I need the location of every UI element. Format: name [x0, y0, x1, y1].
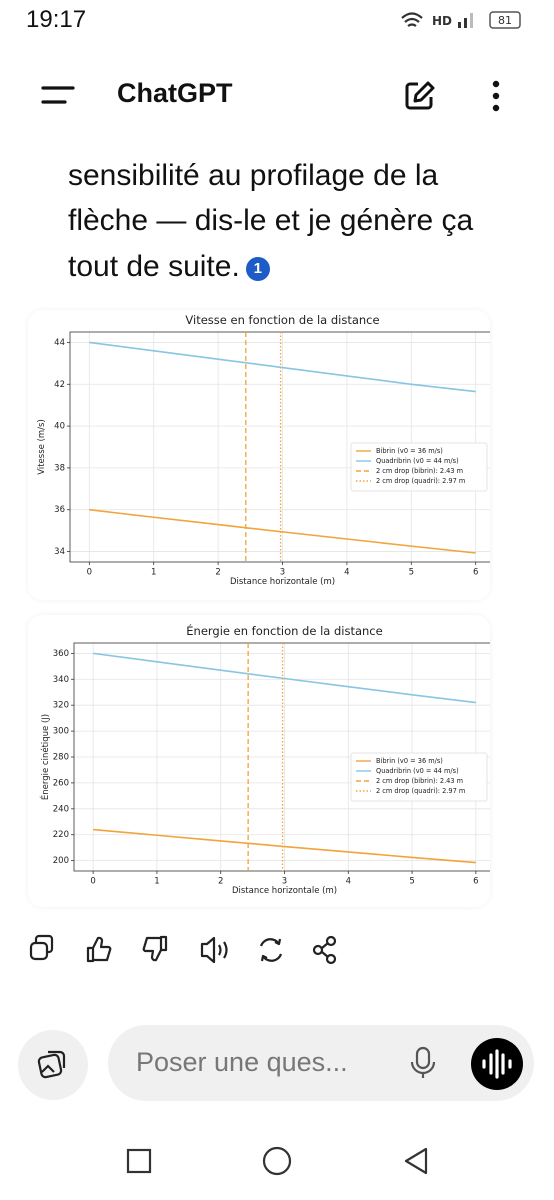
- x-tick-label: 3: [282, 877, 287, 887]
- read-aloud-button[interactable]: [200, 936, 228, 964]
- y-tick-label: 320: [53, 701, 69, 711]
- legend-label: Bibrin (v0 = 36 m/s): [376, 757, 443, 765]
- status-time: 19:17: [26, 6, 87, 33]
- message-text: tout de suite.: [68, 250, 240, 283]
- y-tick-label: 360: [53, 649, 69, 659]
- copy-button[interactable]: [29, 934, 54, 961]
- y-tick-label: 240: [53, 804, 69, 814]
- x-tick-label: 0: [90, 877, 95, 887]
- y-tick-label: 40: [54, 422, 65, 432]
- legend-label: Bibrin (v0 = 36 m/s): [376, 447, 443, 455]
- regenerate-button[interactable]: [259, 938, 283, 962]
- data-line: [89, 341, 476, 393]
- data-line: [89, 508, 476, 554]
- plot-frame: [73, 642, 490, 872]
- x-tick-label: 4: [346, 877, 351, 887]
- status-battery: 81: [498, 14, 512, 27]
- dislike-button[interactable]: [142, 935, 168, 962]
- y-tick-label: 300: [53, 727, 69, 737]
- back-button[interactable]: [404, 1147, 428, 1175]
- status-icons: HD 81: [401, 11, 521, 29]
- legend-label: 2 cm drop (quadri): 2.97 m: [376, 787, 465, 795]
- x-axis-label: Distance horizontale (m): [230, 577, 335, 587]
- share-button[interactable]: [312, 935, 337, 965]
- y-axis-label: Énergie cinétique (J): [39, 714, 51, 800]
- mic-button[interactable]: [408, 1045, 438, 1081]
- home-button[interactable]: [262, 1146, 292, 1176]
- status-network: HD: [432, 14, 452, 28]
- attach-icon: [37, 1050, 66, 1079]
- chart-title: Vitesse en fonction de la distance: [185, 313, 379, 327]
- menu-button[interactable]: [40, 82, 76, 110]
- chart-title: Énergie en fonction de la distance: [186, 623, 382, 638]
- y-axis-label: Vitesse (m/s): [37, 419, 47, 475]
- x-tick-label: 1: [151, 568, 156, 578]
- chart: Énergie en fonction de la distance 200 220…: [39, 623, 490, 896]
- y-tick-label: 340: [53, 675, 69, 685]
- more-button[interactable]: [488, 78, 504, 114]
- citation[interactable]: 1: [245, 257, 270, 281]
- legend-label: 2 cm drop (bibrin): 2.43 m: [376, 467, 463, 475]
- legend-label: 2 cm drop (bibrin): 2.43 m: [376, 777, 463, 785]
- header-title: ChatGPT: [117, 78, 233, 108]
- y-tick-label: 280: [53, 753, 69, 763]
- nav-bar: [126, 1146, 428, 1176]
- plot-frame: [69, 331, 490, 563]
- x-tick-label: 6: [473, 877, 478, 887]
- y-tick-label: 220: [53, 830, 69, 840]
- y-tick-label: 38: [54, 463, 65, 473]
- data-line: [93, 828, 476, 864]
- legend-label: Quadribrin (v0 = 44 m/s): [376, 767, 459, 775]
- attach-button[interactable]: [18, 1030, 88, 1100]
- x-tick-label: 2: [215, 568, 220, 578]
- x-tick-label: 5: [409, 877, 414, 887]
- y-tick-label: 42: [54, 380, 65, 390]
- message-line: sensibilité au profilage de la: [68, 159, 439, 192]
- voice-button[interactable]: [470, 1037, 524, 1091]
- x-tick-label: 4: [344, 568, 349, 578]
- y-tick-label: 260: [53, 778, 69, 788]
- like-button[interactable]: [86, 936, 112, 963]
- chart: Vitesse en fonction de la distance343638…: [37, 313, 490, 587]
- input-box[interactable]: Poser une ques...: [108, 1025, 534, 1101]
- x-tick-label: 3: [280, 568, 285, 578]
- legend-box: [350, 752, 488, 802]
- x-tick-label: 0: [87, 568, 92, 578]
- y-tick-label: 44: [54, 338, 65, 348]
- y-tick-label: 34: [54, 547, 65, 557]
- legend-label: Quadribrin (v0 = 44 m/s): [376, 457, 459, 465]
- new-chat-button[interactable]: [402, 78, 438, 114]
- x-tick-label: 2: [218, 877, 223, 887]
- message-line: flèche — dis-le et je génère ça: [68, 204, 474, 237]
- x-tick-label: 6: [473, 568, 478, 578]
- legend-box: [350, 442, 488, 492]
- data-line: [93, 652, 476, 704]
- x-tick-label: 5: [409, 568, 414, 578]
- x-axis-label: Distance horizontale (m): [232, 886, 337, 896]
- recents-button[interactable]: [126, 1148, 152, 1174]
- y-tick-label: 200: [53, 856, 69, 866]
- message-line: tout de suite. 1: [68, 245, 270, 289]
- y-tick-label: 36: [54, 505, 65, 515]
- action-bar: [29, 934, 337, 965]
- x-tick-label: 1: [154, 877, 159, 887]
- input-placeholder: Poser une ques...: [136, 1047, 348, 1077]
- legend-label: 2 cm drop (quadri): 2.97 m: [376, 477, 465, 485]
